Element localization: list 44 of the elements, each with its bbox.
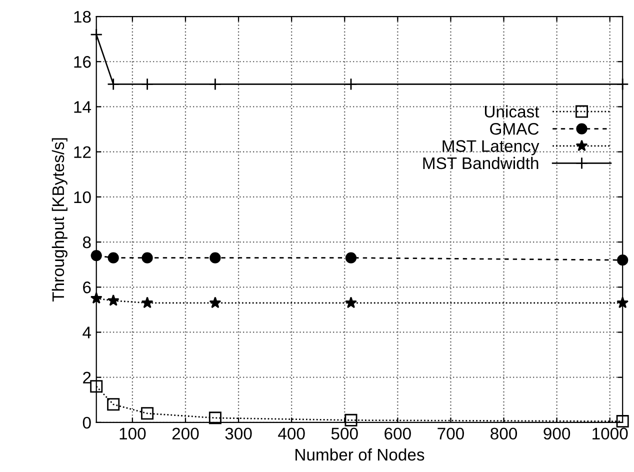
x-tick-label: 600 xyxy=(384,428,411,440)
legend-label: MST Latency xyxy=(442,140,540,156)
point xyxy=(344,414,358,426)
point xyxy=(616,296,629,308)
y-tick-label: 2 xyxy=(83,372,91,384)
point xyxy=(90,250,102,262)
point xyxy=(141,407,154,420)
point xyxy=(107,398,120,411)
y-tick-label: 14 xyxy=(74,101,92,113)
x-tick-label: 300 xyxy=(225,428,252,440)
point xyxy=(616,415,629,428)
point xyxy=(108,252,119,264)
y-tick-label: 18 xyxy=(74,10,91,23)
legend-label: MST Bandwidth xyxy=(423,156,538,170)
y-tick-label: 4 xyxy=(82,326,92,338)
point xyxy=(210,252,221,264)
point xyxy=(107,294,120,306)
x-tick-label: 100 xyxy=(120,428,146,440)
x-tick-label: 200 xyxy=(172,428,199,440)
point xyxy=(617,254,628,266)
x-tick-label: 1000 xyxy=(592,428,628,440)
x-axis-title: Number of Nodes xyxy=(296,448,424,461)
point xyxy=(141,296,154,308)
point xyxy=(345,296,357,308)
point xyxy=(90,380,103,393)
y-tick-label: 16 xyxy=(74,56,91,68)
point xyxy=(208,412,222,424)
legend-label: Unicast xyxy=(484,105,540,118)
x-tick-label: 800 xyxy=(490,428,518,440)
y-tick-label: 6 xyxy=(83,282,91,294)
point xyxy=(345,252,357,264)
x-tick-label: 700 xyxy=(438,428,464,440)
point xyxy=(142,252,153,264)
legend-label: GMAC xyxy=(490,122,539,135)
y-tick-label: 0 xyxy=(82,416,91,429)
y-tick-label: 8 xyxy=(82,236,91,248)
y-axis-title: Throughput [KBytes/s] xyxy=(52,138,68,302)
y-tick-label: 12 xyxy=(74,146,91,158)
point xyxy=(209,296,222,308)
x-tick-label: 400 xyxy=(278,428,305,440)
y-tick-label: 10 xyxy=(74,191,91,204)
x-tick-label: 500 xyxy=(331,428,358,440)
point xyxy=(90,292,102,304)
x-tick-label: 900 xyxy=(544,428,570,440)
